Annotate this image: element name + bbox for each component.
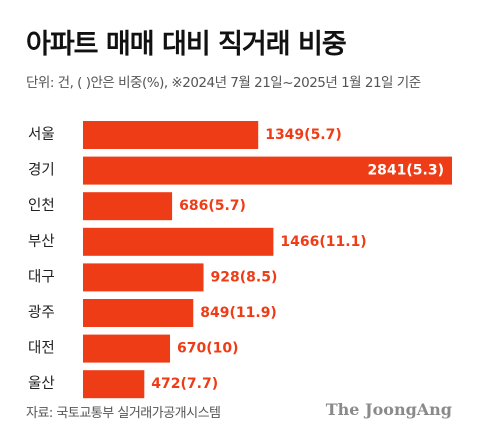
value-label: 670(10) [177, 341, 239, 357]
category-label: 대구 [28, 268, 55, 285]
bar [83, 370, 145, 399]
bar [83, 121, 259, 149]
category-label: 대전 [28, 340, 55, 357]
bar [83, 227, 274, 256]
category-label: 서울 [28, 126, 55, 143]
category-label: 인천 [28, 197, 55, 214]
category-label: 광주 [28, 304, 55, 321]
chart-title: 아파트 매매 대비 직거래 비중 [26, 29, 347, 60]
value-label: 686(5.7) [179, 198, 246, 214]
chart-subtitle: 단위: 건, ( )안은 비중(%), ※2024년 7월 21일~2025년 … [26, 75, 421, 91]
bar [83, 192, 173, 221]
category-label: 울산 [28, 375, 55, 392]
bar [83, 299, 194, 327]
value-label: 472(7.7) [151, 376, 218, 392]
value-label: 1466(11.1) [280, 234, 366, 250]
value-label: 2841(5.3) [367, 163, 444, 179]
publisher-logo: The JoongAng [325, 400, 452, 419]
value-label: 928(8.5) [211, 269, 278, 285]
value-label: 849(11.9) [200, 305, 277, 321]
bar [83, 156, 452, 185]
source-note: 자료: 국토교통부 실거래가공개시스템 [26, 406, 221, 421]
category-label: 경기 [28, 162, 55, 179]
category-label: 부산 [28, 233, 55, 250]
bar [83, 334, 171, 363]
value-label: 1349(5.7) [265, 127, 342, 143]
bar [83, 263, 204, 292]
